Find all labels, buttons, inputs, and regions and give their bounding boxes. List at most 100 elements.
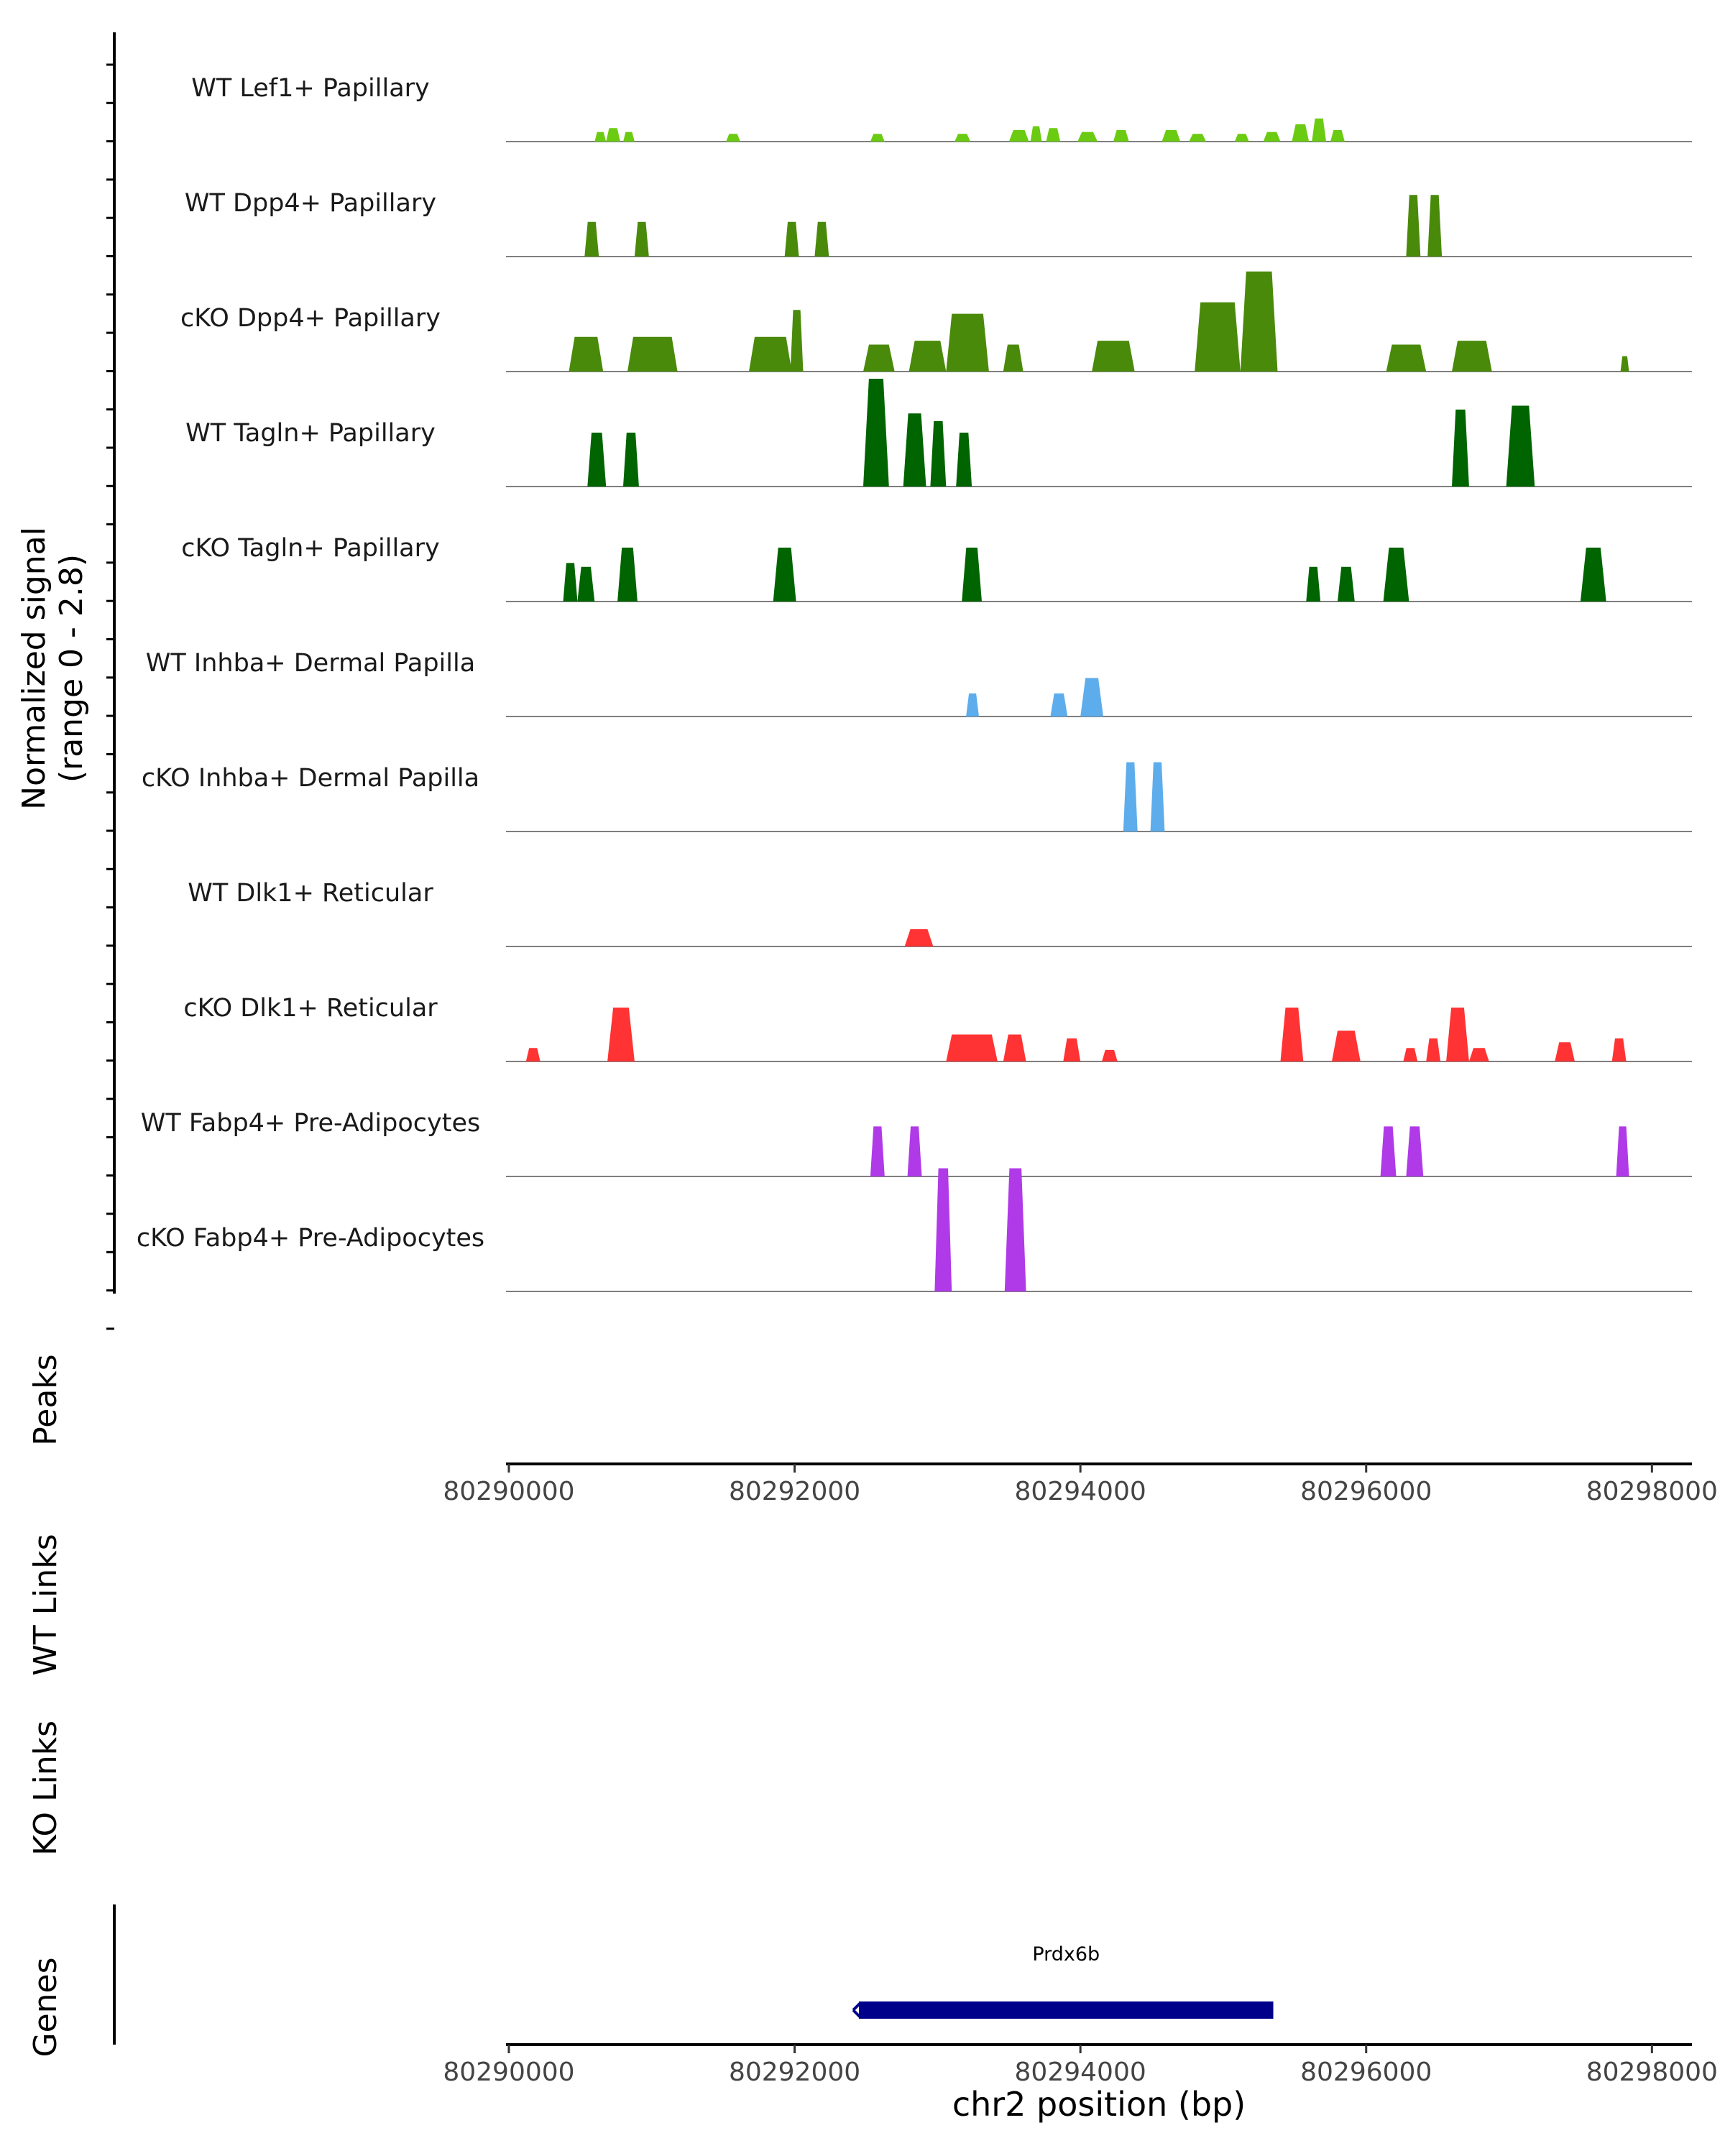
track-10: WT Fabp4+ Pre-Adipocytes bbox=[141, 1109, 1692, 1177]
coverage-peak bbox=[1452, 341, 1492, 372]
coverage-peak bbox=[904, 929, 934, 946]
coverage-peak bbox=[1620, 356, 1629, 372]
coverage-peak bbox=[1330, 129, 1345, 142]
track-label: WT Inhba+ Dermal Papilla bbox=[146, 649, 475, 678]
coverage-peak bbox=[1123, 762, 1138, 831]
track-3: cKO Dpp4+ Papillary bbox=[180, 271, 1692, 372]
gene-track: Prdx6b bbox=[852, 1943, 1274, 2019]
track-label: cKO Dlk1+ Reticular bbox=[183, 994, 438, 1023]
coverage-peak bbox=[1338, 566, 1355, 602]
track-label: WT Dpp4+ Papillary bbox=[185, 189, 436, 218]
coverage-peak bbox=[954, 134, 971, 142]
coverage-peak bbox=[946, 1034, 998, 1061]
coverage-peak bbox=[569, 336, 604, 372]
coverage-peak bbox=[956, 433, 972, 487]
track-1: WT Lef1+ Papillary bbox=[191, 74, 1692, 142]
track-label: cKO Tagln+ Papillary bbox=[181, 534, 440, 563]
coverage-peak bbox=[930, 420, 947, 487]
coverage-peak bbox=[784, 221, 799, 257]
track-2: WT Dpp4+ Papillary bbox=[185, 189, 1692, 257]
coverage-peak bbox=[1113, 129, 1129, 142]
coverage-peak bbox=[634, 221, 649, 257]
genes-x-axis: 80290000 80292000 80294000 80296000 80298000 bbox=[443, 2043, 1718, 2087]
coverage-peak bbox=[623, 433, 639, 487]
coverage-peak bbox=[577, 566, 595, 602]
coverage-peak bbox=[1468, 1048, 1489, 1061]
coverage-peak bbox=[1611, 1038, 1627, 1061]
coverage-peak bbox=[1102, 1049, 1118, 1061]
coverage-peak bbox=[1063, 1038, 1081, 1061]
coverage-peak bbox=[1426, 1038, 1441, 1061]
coverage-peak bbox=[773, 548, 796, 602]
track-label: WT Tagln+ Papillary bbox=[185, 419, 436, 448]
coverage-peak bbox=[1616, 1126, 1629, 1176]
peaks-x-tick-label: 80298000 bbox=[1586, 1477, 1718, 1506]
coverage-peak bbox=[1383, 548, 1409, 602]
track-8: WT Dlk1+ Reticular bbox=[188, 879, 1692, 947]
coverage-y-axis bbox=[106, 32, 116, 1330]
x-axis-title: chr2 position (bp) bbox=[952, 2085, 1246, 2124]
coverage-peak bbox=[1506, 405, 1535, 487]
coverage-peak bbox=[863, 379, 889, 487]
coverage-peak bbox=[1292, 124, 1310, 142]
peaks-x-tick-label: 80294000 bbox=[1015, 1477, 1146, 1506]
coverage-peak bbox=[1004, 1168, 1026, 1291]
coverage-peak bbox=[1008, 129, 1029, 142]
coverage-peak bbox=[1406, 195, 1421, 257]
coverage-peak bbox=[1403, 1048, 1418, 1061]
gene-body bbox=[859, 2001, 1274, 2019]
coverage-peak bbox=[1406, 1126, 1424, 1176]
coverage-peak bbox=[749, 336, 792, 372]
coverage-peak bbox=[1380, 1126, 1397, 1176]
coverage-peak bbox=[1030, 126, 1042, 142]
coverage-peak bbox=[903, 413, 926, 487]
coverage-peak bbox=[790, 310, 804, 372]
genes-x-tick-label: 80290000 bbox=[443, 2058, 574, 2087]
genes-x-tick-label: 80294000 bbox=[1015, 2058, 1146, 2087]
gene-strand-arrow bbox=[852, 2001, 862, 2019]
peaks-x-tick-label: 80290000 bbox=[443, 1477, 574, 1506]
track-6: WT Inhba+ Dermal Papilla bbox=[146, 649, 1692, 717]
peaks-x-tick-label: 80292000 bbox=[729, 1477, 860, 1506]
coverage-peak bbox=[1080, 678, 1103, 717]
coverage-peak bbox=[1240, 271, 1278, 372]
peaks-panel-label: Peaks bbox=[27, 1354, 64, 1445]
coverage-y-label: Normalized signal bbox=[16, 527, 52, 810]
track-4: WT Tagln+ Papillary bbox=[185, 379, 1692, 487]
track-11: cKO Fabp4+ Pre-Adipocytes bbox=[137, 1168, 1692, 1292]
coverage-peak bbox=[962, 548, 982, 602]
coverage-tracks: WT Lef1+ Papillary WT Dpp4+ Papillary cKO … bbox=[137, 74, 1692, 1292]
coverage-peak bbox=[1092, 341, 1135, 372]
coverage-peak bbox=[1332, 1031, 1361, 1061]
coverage-peak bbox=[946, 313, 989, 372]
coverage-peak bbox=[1280, 1008, 1304, 1061]
wt-links-panel-label: WT Links bbox=[27, 1534, 64, 1675]
coverage-peak bbox=[1077, 132, 1098, 142]
coverage-peak bbox=[1003, 1034, 1026, 1061]
coverage-peak bbox=[1195, 302, 1241, 372]
coverage-peak bbox=[1003, 344, 1024, 372]
peaks-x-axis: 80290000 80292000 80294000 80296000 80298000 bbox=[443, 1462, 1718, 1506]
coverage-peak bbox=[1263, 132, 1281, 142]
genes-x-tick-label: 80298000 bbox=[1586, 2058, 1718, 2087]
track-label: cKO Fabp4+ Pre-Adipocytes bbox=[137, 1224, 484, 1253]
genes-panel-label: Genes bbox=[27, 1957, 64, 2057]
track-7: cKO Inhba+ Dermal Papilla bbox=[142, 762, 1692, 832]
coverage-peak bbox=[607, 1008, 635, 1061]
track-label: WT Lef1+ Papillary bbox=[191, 74, 430, 103]
peaks-x-tick-label: 80296000 bbox=[1300, 1477, 1432, 1506]
coverage-peak bbox=[966, 693, 979, 717]
genes-x-tick-label: 80296000 bbox=[1300, 2058, 1432, 2087]
coverage-peak bbox=[1050, 693, 1068, 717]
coverage-peak bbox=[1306, 566, 1321, 602]
coverage-peak bbox=[606, 128, 620, 142]
track-label: cKO Dpp4+ Papillary bbox=[180, 304, 441, 333]
coverage-peak bbox=[870, 134, 885, 142]
coverage-peak bbox=[1446, 1008, 1469, 1061]
coverage-peak bbox=[1234, 134, 1249, 142]
coverage-peak bbox=[1452, 409, 1469, 487]
track-label: cKO Inhba+ Dermal Papilla bbox=[142, 764, 479, 793]
coverage-peak bbox=[594, 132, 607, 142]
coverage-peak bbox=[934, 1168, 952, 1291]
